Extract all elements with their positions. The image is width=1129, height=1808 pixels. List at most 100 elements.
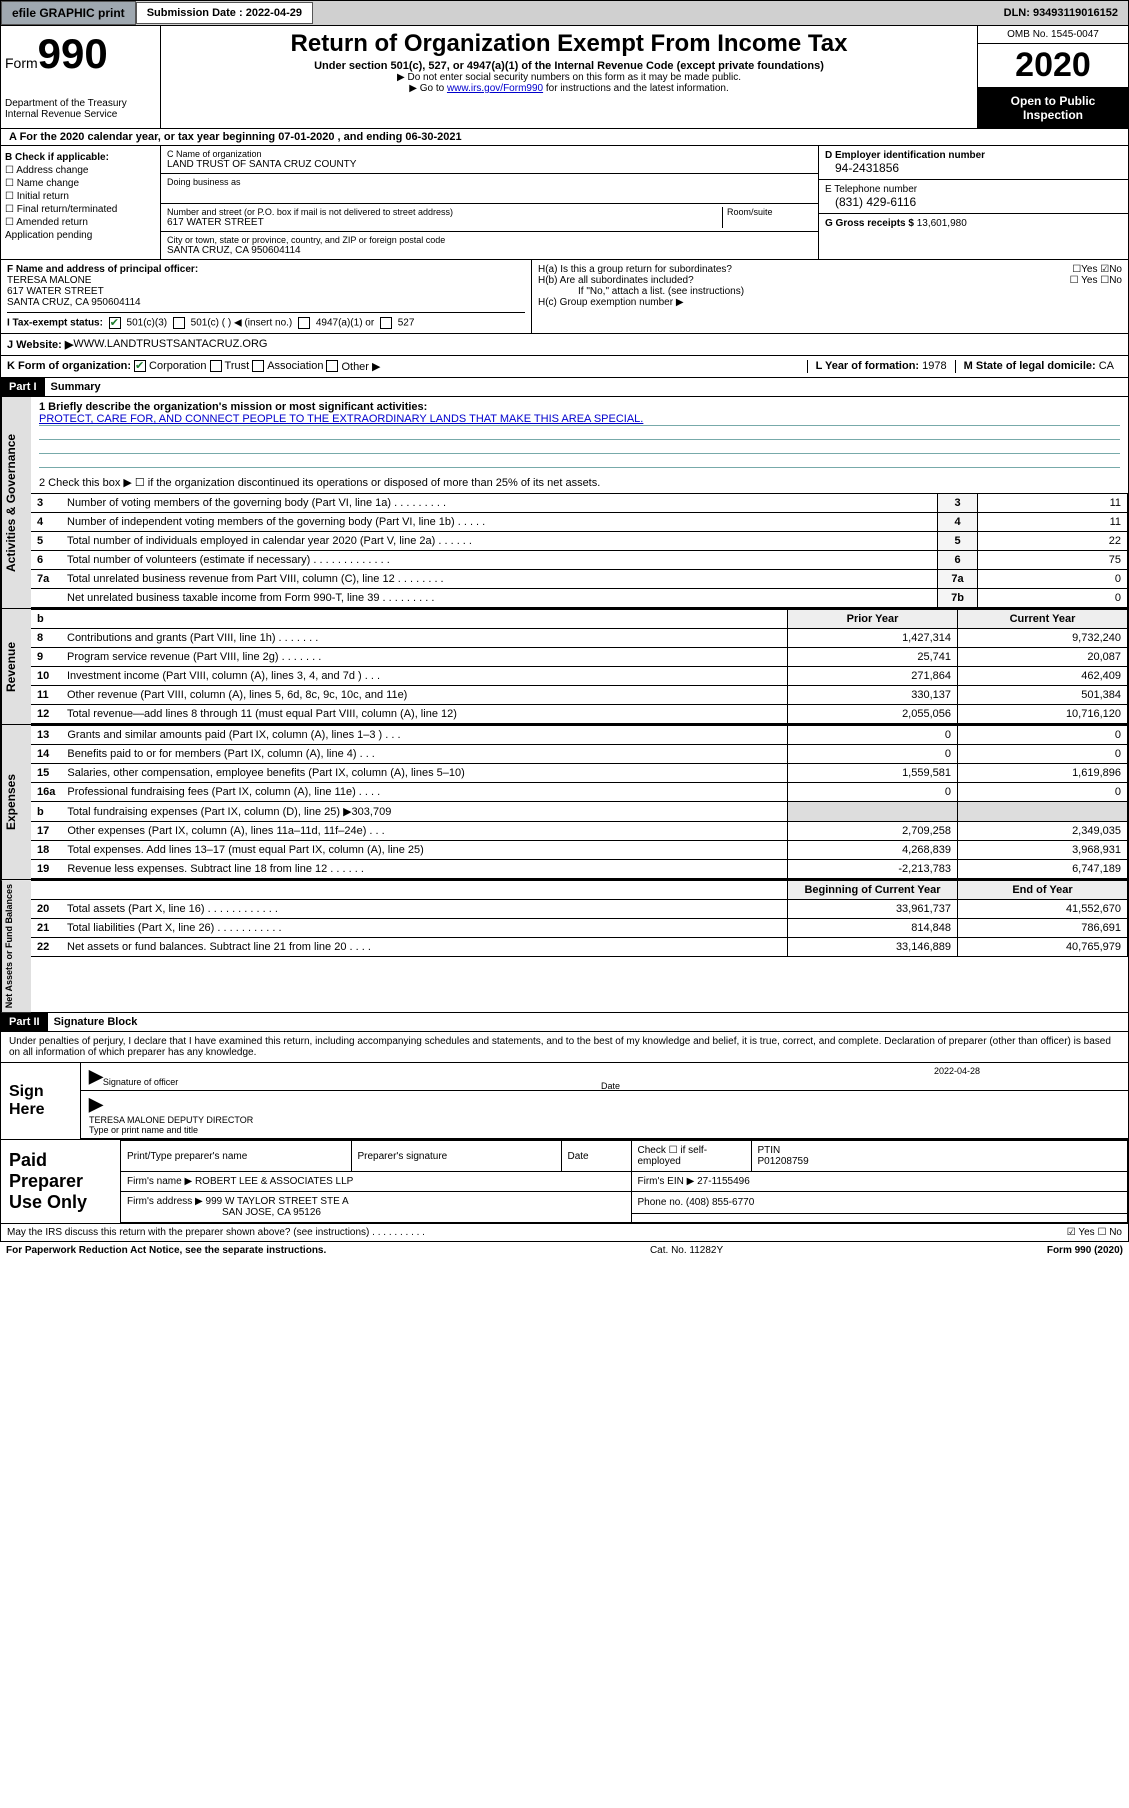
line-num: 15 <box>31 764 61 783</box>
d-ein: D Employer identification number 94-2431… <box>819 146 1128 180</box>
hb-yes[interactable]: ☐ Yes <box>1070 275 1098 286</box>
form-number: 990 <box>38 30 108 77</box>
line-val: 0 <box>978 589 1128 608</box>
ha-no[interactable]: ☑No <box>1100 264 1122 275</box>
discuss-no[interactable]: ☐ No <box>1097 1227 1122 1238</box>
hc-lbl: H(c) Group exemption number ▶ <box>538 297 1122 308</box>
discuss-yes[interactable]: ☑ Yes <box>1067 1227 1095 1238</box>
line2: 2 Check this box ▶ ☐ if the organization… <box>31 472 1128 493</box>
paid-table: Print/Type preparer's name Preparer's si… <box>121 1140 1128 1223</box>
section-j: J Website: ▶ WWW.LANDTRUSTSANTACRUZ.ORG <box>1 333 1128 355</box>
ck-assoc[interactable] <box>252 360 264 372</box>
header-left: Form990 Department of the Treasury Inter… <box>1 26 161 128</box>
discuss-answer: ☑ Yes ☐ No <box>1067 1227 1122 1238</box>
note2-post: for instructions and the latest informat… <box>543 83 729 94</box>
ein-value: 94-2431856 <box>825 161 1122 175</box>
current-year-val: 501,384 <box>958 686 1128 705</box>
line-num: 22 <box>31 938 61 957</box>
activities-governance: Activities & Governance 1 Briefly descri… <box>0 397 1129 609</box>
rev-body: b Prior Year Current Year 8 Contribution… <box>31 609 1128 724</box>
b-final[interactable]: ☐ Final return/terminated <box>5 204 156 215</box>
sig-date-val: 2022-04-28 <box>934 1066 980 1087</box>
k-assoc: Association <box>267 360 323 373</box>
tax-year-line: A For the 2020 calendar year, or tax yea… <box>1 129 1128 146</box>
g-gross: G Gross receipts $ 13,601,980 <box>819 214 1128 233</box>
firm-name-row: Firm's name ▶ ROBERT LEE & ASSOCIATES LL… <box>121 1172 1128 1192</box>
ck-501c[interactable] <box>173 317 185 329</box>
form990-link[interactable]: www.irs.gov/Form990 <box>447 83 543 94</box>
vtab-governance: Activities & Governance <box>1 397 31 608</box>
section-f: F Name and address of principal officer:… <box>1 260 531 333</box>
b-amended[interactable]: ☐ Amended return <box>5 217 156 228</box>
footer-line: For Paperwork Reduction Act Notice, see … <box>0 1242 1129 1259</box>
current-year-val: 786,691 <box>958 919 1128 938</box>
header-middle: Return of Organization Exempt From Incom… <box>161 26 978 128</box>
firm-addr-row: Firm's address ▶ 999 W TAYLOR STREET STE… <box>121 1192 1128 1213</box>
firm-phone-cell: Phone no. (408) 855-6770 <box>631 1192 1128 1213</box>
arrow-icon: ▶ <box>89 1066 103 1087</box>
ha-lbl: H(a) Is this a group return for subordin… <box>538 264 732 275</box>
b-addr-change[interactable]: ☐ Address change <box>5 165 156 176</box>
b-initial[interactable]: ☐ Initial return <box>5 191 156 202</box>
vtab-netassets: Net Assets or Fund Balances <box>1 880 31 1012</box>
rev-hdr-b: b <box>31 610 61 629</box>
prior-year-val <box>788 802 958 822</box>
prior-year-val: 2,055,056 <box>788 705 958 724</box>
hb-no[interactable]: ☐No <box>1100 275 1122 286</box>
note2-pre: ▶ Go to <box>409 83 447 94</box>
prior-year-val: 330,137 <box>788 686 958 705</box>
ck-527[interactable] <box>380 317 392 329</box>
blank-line <box>39 426 1120 440</box>
officer-printed-name: TERESA MALONE DEPUTY DIRECTOR <box>89 1115 1120 1125</box>
part1-header: Part I Summary <box>0 378 1129 397</box>
current-year-val: 462,409 <box>958 667 1128 686</box>
line-num: 6 <box>31 551 61 570</box>
h-b-row: H(b) Are all subordinates included? ☐ Ye… <box>538 275 1122 286</box>
line-desc: Professional fundraising fees (Part IX, … <box>61 783 787 802</box>
line-num: 4 <box>31 513 61 532</box>
b-pending[interactable]: Application pending <box>5 230 156 241</box>
revenue-section: Revenue b Prior Year Current Year 8 Cont… <box>0 609 1129 725</box>
part1-badge: Part I <box>1 378 45 396</box>
section-m: M State of legal domicile: CA <box>955 360 1122 373</box>
discuss-text: May the IRS discuss this return with the… <box>7 1227 425 1238</box>
ck-4947[interactable] <box>298 317 310 329</box>
line-num: 9 <box>31 648 61 667</box>
line-box: 6 <box>938 551 978 570</box>
discuss-row: May the IRS discuss this return with the… <box>0 1224 1129 1242</box>
firm-phone: (408) 855-6770 <box>686 1197 754 1208</box>
date-lbl-float: Date <box>601 1081 620 1091</box>
prep-self-hdr[interactable]: Check ☐ if self-employed <box>631 1141 751 1172</box>
note-goto: ▶ Go to www.irs.gov/Form990 for instruct… <box>165 83 973 94</box>
open-public-badge: Open to Public Inspection <box>978 88 1128 128</box>
current-year-val: 0 <box>958 783 1128 802</box>
b-name-change[interactable]: ☐ Name change <box>5 178 156 189</box>
k-corp: Corporation <box>149 360 206 373</box>
firm-ein-val: 27-1155496 <box>697 1176 750 1187</box>
form-header: Form990 Department of the Treasury Inter… <box>0 26 1129 129</box>
current-year-val: 6,747,189 <box>958 860 1128 879</box>
vtab-revenue: Revenue <box>1 609 31 724</box>
ck-trust[interactable] <box>210 360 222 372</box>
ck-other[interactable] <box>326 360 338 372</box>
table-row: 18 Total expenses. Add lines 13–17 (must… <box>31 841 1128 860</box>
line-num: 7a <box>31 570 61 589</box>
ck-corp[interactable] <box>134 360 146 372</box>
prep-date-hdr: Date <box>561 1141 631 1172</box>
line-desc: Grants and similar amounts paid (Part IX… <box>61 726 787 745</box>
line-num: 14 <box>31 745 61 764</box>
efile-print-button[interactable]: efile GRAPHIC print <box>1 1 136 25</box>
officer-sig-lbl: Signature of officer <box>103 1077 178 1087</box>
firm-ein-cell: Firm's EIN ▶ 27-1155496 <box>631 1172 1128 1192</box>
blank-line <box>39 440 1120 454</box>
ha-yes[interactable]: ☐Yes <box>1072 264 1097 275</box>
line-desc: Total expenses. Add lines 13–17 (must eq… <box>61 841 787 860</box>
paid-hdr-row: Print/Type preparer's name Preparer's si… <box>121 1141 1128 1172</box>
line-desc: Benefits paid to or for members (Part IX… <box>61 745 787 764</box>
ck-501c3[interactable] <box>109 317 121 329</box>
line-desc: Salaries, other compensation, employee b… <box>61 764 787 783</box>
section-h: H(a) Is this a group return for subordin… <box>531 260 1128 333</box>
table-row: 20 Total assets (Part X, line 16) . . . … <box>31 900 1128 919</box>
officer-addr2: SANTA CRUZ, CA 950604114 <box>7 297 525 308</box>
exp-body: 13 Grants and similar amounts paid (Part… <box>31 725 1128 879</box>
